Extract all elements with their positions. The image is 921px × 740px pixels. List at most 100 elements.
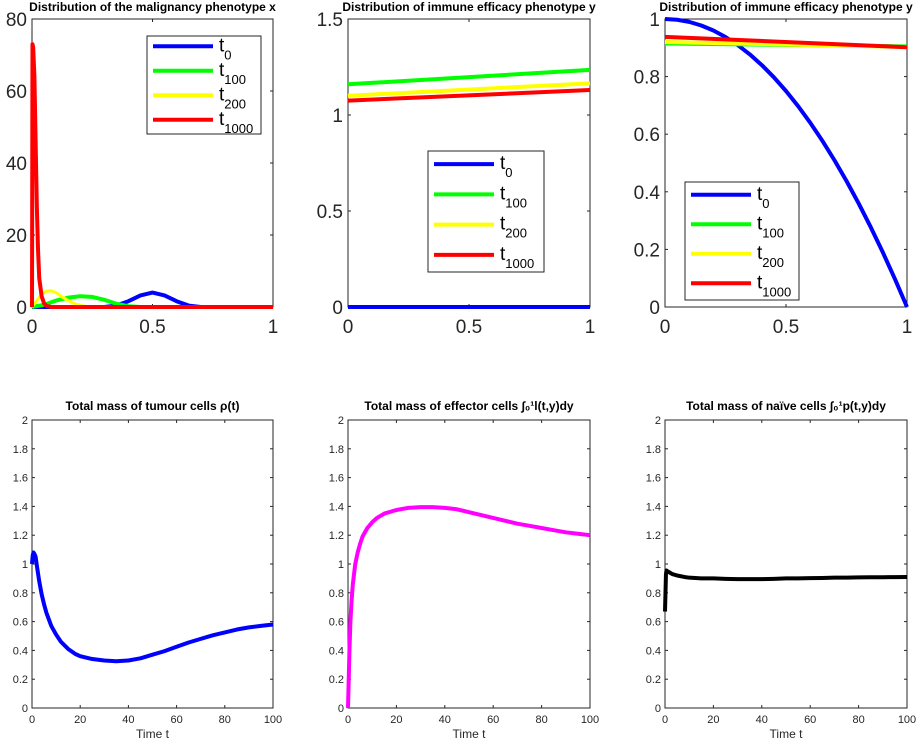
x-tick-label: 80 bbox=[535, 714, 547, 726]
y-tick-label: 0 bbox=[16, 298, 27, 319]
y-tick-label: 0 bbox=[649, 298, 660, 319]
y-tick-label: 1.8 bbox=[646, 444, 661, 456]
axes-frame bbox=[31, 419, 274, 709]
series-line-t1000 bbox=[664, 34, 908, 50]
x-tick-label: 0 bbox=[660, 317, 671, 338]
chart-title: Total mass of tumour cells ρ(t) bbox=[66, 399, 240, 413]
x-tick-label: 100 bbox=[581, 714, 599, 726]
y-tick-label: 40 bbox=[6, 154, 27, 175]
y-tick-label: 1.2 bbox=[646, 530, 661, 542]
series-line-t100 bbox=[347, 67, 591, 87]
y-tick-label: 0.8 bbox=[634, 68, 660, 89]
y-tick-label: 1.2 bbox=[329, 530, 344, 542]
y-tick-label: 0 bbox=[338, 703, 344, 715]
x-tick-label: 60 bbox=[170, 714, 182, 726]
y-tick-label: 2 bbox=[655, 415, 661, 427]
y-tick-label: 0.8 bbox=[13, 588, 28, 600]
chart-title: Total mass of effector cells ∫₀¹l(t,y)dy bbox=[364, 399, 574, 413]
y-tick-label: 0.4 bbox=[13, 645, 28, 657]
y-tick-label: 0 bbox=[655, 703, 661, 715]
y-tick-label: 1 bbox=[655, 559, 661, 571]
x-tick-label: 1 bbox=[585, 317, 596, 338]
y-tick-label: 1.2 bbox=[13, 530, 28, 542]
x-tick-label: 100 bbox=[264, 714, 282, 726]
y-tick-label: 0.2 bbox=[13, 674, 28, 686]
x-tick-label: 20 bbox=[74, 714, 86, 726]
y-tick-label: 0 bbox=[332, 298, 343, 319]
x-tick-label: 0.5 bbox=[456, 317, 482, 338]
x-tick-label: 0 bbox=[343, 317, 354, 338]
series-line-total bbox=[30, 550, 274, 664]
legend-box bbox=[427, 150, 545, 273]
y-tick-label: 2 bbox=[338, 415, 344, 427]
x-tick-label: 40 bbox=[756, 714, 768, 726]
series-line-t1000 bbox=[347, 88, 591, 103]
y-tick-label: 20 bbox=[6, 226, 27, 247]
x-tick-label: 100 bbox=[898, 714, 916, 726]
y-tick-label: 0.2 bbox=[329, 674, 344, 686]
y-tick-label: 0.8 bbox=[646, 588, 661, 600]
x-axis-label: Time t bbox=[770, 727, 804, 740]
x-tick-label: 0.5 bbox=[773, 317, 799, 338]
legend-box bbox=[684, 181, 800, 301]
x-tick-label: 1 bbox=[268, 317, 279, 338]
chart-title: Total mass of naïve cells ∫₀¹p(t,y)dy bbox=[686, 399, 886, 413]
y-tick-label: 1 bbox=[338, 559, 344, 571]
y-tick-label: 0.5 bbox=[317, 202, 343, 223]
x-tick-label: 40 bbox=[439, 714, 451, 726]
chart-title: Distribution of the malignancy phenotype… bbox=[29, 0, 276, 14]
x-tick-label: 0 bbox=[29, 714, 35, 726]
chart-panel-6: 0 20 40 60 80 100 0 0.2 0.4 0.6 0.8 1 1.2 1.4 1.6 1.8 2 T… bbox=[646, 399, 916, 740]
x-tick-label: 0 bbox=[345, 714, 351, 726]
legend-box bbox=[146, 35, 262, 135]
x-axis-label: Time t bbox=[453, 727, 487, 740]
y-tick-label: 1.8 bbox=[13, 444, 28, 456]
y-tick-label: 1.8 bbox=[329, 444, 344, 456]
y-tick-label: 0.2 bbox=[634, 240, 660, 261]
y-tick-label: 1.6 bbox=[646, 473, 661, 485]
series-line-t0 bbox=[664, 17, 909, 308]
y-tick-label: 80 bbox=[6, 10, 27, 31]
x-tick-label: 60 bbox=[487, 714, 499, 726]
x-tick-label: 1 bbox=[902, 317, 913, 338]
x-tick-label: 0.5 bbox=[139, 317, 165, 338]
y-tick-label: 0.6 bbox=[634, 125, 660, 146]
y-tick-label: 0.6 bbox=[646, 617, 661, 629]
chart-panel-5: 0 20 40 60 80 100 0 0.2 0.4 0.6 0.8 1 1.2 1.4 1.6 1.8 2 T… bbox=[329, 399, 599, 740]
chart-title: Distribution of immune efficacy phenotyp… bbox=[659, 0, 913, 14]
x-tick-label: 80 bbox=[219, 714, 231, 726]
y-tick-label: 1.6 bbox=[13, 473, 28, 485]
y-tick-label: 0.6 bbox=[13, 617, 28, 629]
x-axis-label: Time t bbox=[136, 727, 170, 740]
y-tick-label: 0.6 bbox=[329, 617, 344, 629]
y-tick-label: 0.4 bbox=[329, 645, 344, 657]
y-tick-label: 0.4 bbox=[634, 183, 661, 204]
y-tick-label: 0.8 bbox=[329, 588, 344, 600]
y-tick-label: 0.4 bbox=[646, 645, 661, 657]
y-tick-label: 1 bbox=[332, 106, 343, 127]
series-line-total bbox=[346, 505, 591, 709]
x-tick-label: 60 bbox=[804, 714, 816, 726]
x-tick-label: 80 bbox=[852, 714, 864, 726]
y-tick-label: 1.4 bbox=[329, 501, 344, 513]
x-tick-label: 0 bbox=[27, 317, 38, 338]
y-tick-label: 2 bbox=[22, 415, 28, 427]
x-tick-label: 40 bbox=[122, 714, 134, 726]
chart-panel-4: 0 20 40 60 80 100 0 0.2 0.4 0.6 0.8 1 1.2 1.4 1.6 1.8 2 T… bbox=[13, 399, 282, 740]
y-tick-label: 1 bbox=[649, 10, 660, 31]
y-tick-label: 1.6 bbox=[329, 473, 344, 485]
x-tick-label: 0 bbox=[662, 714, 668, 726]
x-tick-label: 20 bbox=[707, 714, 719, 726]
x-tick-label: 20 bbox=[390, 714, 402, 726]
y-tick-label: 60 bbox=[6, 82, 27, 103]
axes-frame bbox=[664, 419, 908, 709]
axes-frame bbox=[347, 419, 591, 709]
series-line-total bbox=[663, 568, 908, 612]
y-tick-label: 0.2 bbox=[646, 674, 661, 686]
series-line-t1000 bbox=[30, 42, 273, 309]
